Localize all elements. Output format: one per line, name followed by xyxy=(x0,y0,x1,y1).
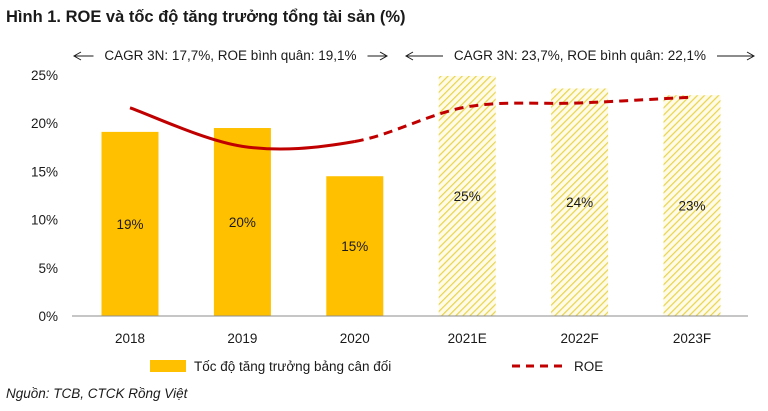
bar-2018 xyxy=(101,131,159,316)
annotation-text: CAGR 3N: 23,7%, ROE bình quân: 22,1% xyxy=(454,48,706,63)
bar-data-label: 15% xyxy=(341,239,368,254)
y-axis: 0% 5% 10% 15% 20% 25% xyxy=(31,68,58,324)
bar-data-label: 19% xyxy=(116,217,143,232)
y-tick-label: 0% xyxy=(38,309,58,324)
annotations: CAGR 3N: 17,7%, ROE bình quân: 19,1% CAGR… xyxy=(72,44,756,63)
y-tick-label: 10% xyxy=(31,213,58,228)
x-tick-label: 2020 xyxy=(340,331,370,346)
bar-2020 xyxy=(326,176,384,316)
arrow-head-left-icon xyxy=(72,51,82,61)
bar-2021E xyxy=(438,75,496,317)
y-tick-label: 5% xyxy=(38,261,58,276)
arrow-head-left-icon xyxy=(404,51,414,61)
x-tick-label: 2021E xyxy=(448,331,487,346)
roe-line-actual xyxy=(129,106,356,151)
arrow-head-right-icon xyxy=(746,51,756,61)
x-tick-label: 2019 xyxy=(227,331,257,346)
bar-2023F xyxy=(663,95,721,316)
bar-data-label: 23% xyxy=(678,199,705,214)
x-tick-label: 2018 xyxy=(115,331,145,346)
roe-line xyxy=(129,95,693,151)
roe-line-forecast xyxy=(354,95,693,143)
annotation-bg xyxy=(443,44,717,62)
x-tick-label: 2023F xyxy=(673,331,711,346)
bar-data-label: 20% xyxy=(229,215,256,230)
legend: Tốc độ tăng trưởng bảng cân đối ROE xyxy=(150,359,603,374)
legend-label-bar: Tốc độ tăng trưởng bảng cân đối xyxy=(194,359,391,374)
bar-data-label: 24% xyxy=(566,195,593,210)
annotation-text: CAGR 3N: 17,7%, ROE bình quân: 19,1% xyxy=(104,48,356,63)
x-axis: 2018 2019 2020 2021E 2022F 2023F xyxy=(72,315,748,346)
chart-title: Hình 1. ROE và tốc độ tăng trưởng tổng t… xyxy=(6,8,406,26)
annotation-bg xyxy=(93,44,368,62)
y-tick-label: 25% xyxy=(31,68,58,83)
bar-2019 xyxy=(213,128,271,316)
legend-label-line: ROE xyxy=(574,359,603,374)
y-tick-label: 15% xyxy=(31,164,58,179)
source-note: Nguồn: TCB, CTCK Rồng Việt xyxy=(6,386,189,401)
bars: 19% 20% 15% 25% 24% 23% xyxy=(101,75,721,317)
arrow-head-right-icon xyxy=(379,51,389,61)
legend-swatch-bar xyxy=(150,360,186,372)
y-tick-label: 20% xyxy=(31,116,58,131)
bar-data-label: 25% xyxy=(454,189,481,204)
x-tick-label: 2022F xyxy=(560,331,598,346)
bar-2022F xyxy=(551,88,609,316)
